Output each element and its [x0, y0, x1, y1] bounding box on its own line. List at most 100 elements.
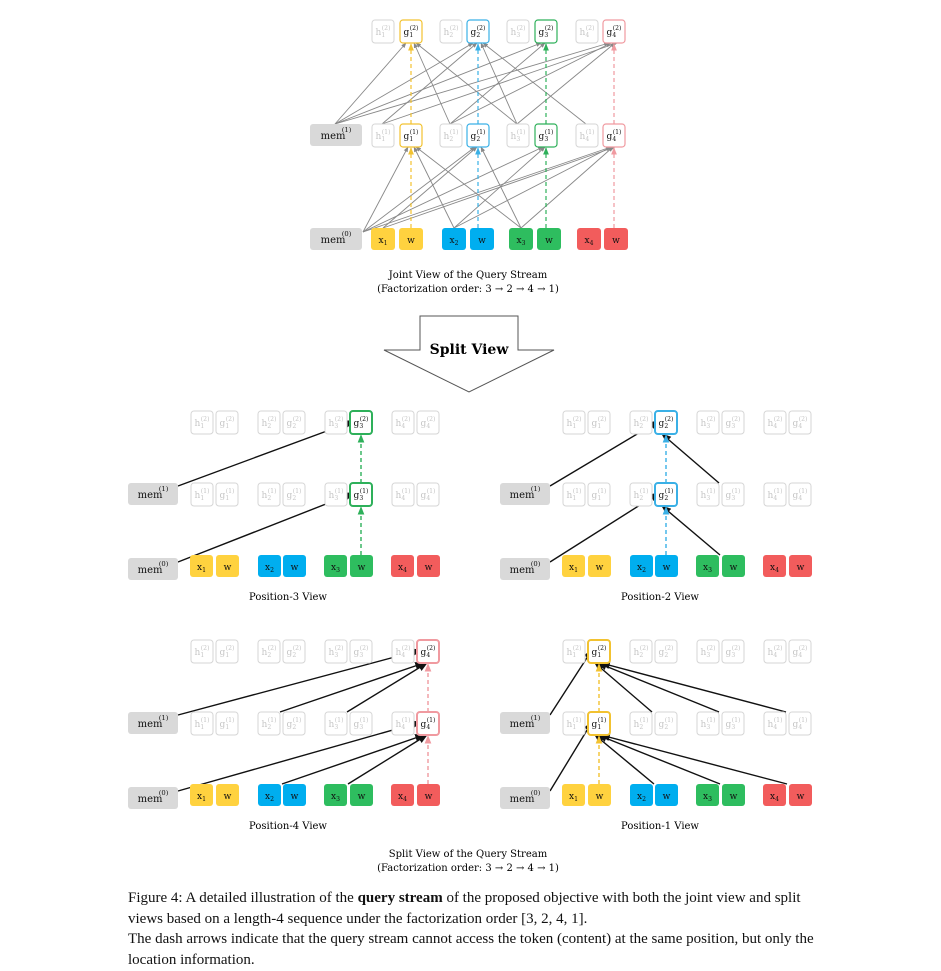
h-node [696, 711, 720, 736]
x-token [442, 228, 466, 250]
h-node [324, 711, 348, 736]
h-node [562, 639, 586, 664]
caption-prefix: Figure 4: A detailed illustration of the [128, 890, 358, 906]
h-node [439, 123, 463, 148]
g-node [416, 482, 440, 507]
svg-text:x1: x1 [197, 563, 206, 574]
g-node [788, 482, 812, 507]
h-node [190, 639, 214, 664]
svg-text:w: w [425, 792, 433, 802]
svg-text:w: w [478, 236, 486, 246]
joint-view: h1(2) g1(2) h2(2) g2(2) h3(2) g3(2) h4(2) g4(2)… [310, 19, 628, 250]
figure-caption: Figure 4: A detailed illustration of the… [128, 888, 828, 970]
joint-edge [480, 146, 522, 229]
joint-edge [334, 42, 542, 125]
svg-text:x2: x2 [637, 792, 646, 803]
joint-edge [413, 42, 451, 125]
svg-text:w: w [224, 792, 232, 802]
h-node [696, 639, 720, 664]
position-3-view: h1(2) g1(2) h2(2) g2(2) h3(2) g3(2) h4(2) g4(2)… [128, 410, 440, 580]
g-node [721, 482, 745, 507]
h-node [324, 639, 348, 664]
mem-node [500, 558, 550, 580]
g-node [587, 711, 611, 736]
svg-text:w: w [358, 563, 366, 573]
svg-text:w: w [663, 792, 671, 802]
g-node [215, 639, 239, 664]
g-node [587, 410, 611, 435]
joint-edge [516, 42, 616, 125]
svg-text:x4: x4 [770, 563, 779, 574]
g-node [654, 711, 678, 736]
joint-edge [449, 42, 612, 125]
position-4-view-title: Position-4 View [249, 821, 327, 832]
g-node [721, 639, 745, 664]
h-node [506, 19, 530, 44]
split-edge [177, 492, 355, 563]
svg-text:x2: x2 [265, 792, 274, 803]
g-node [466, 19, 490, 44]
x-token [763, 784, 786, 806]
svg-text:x2: x2 [450, 236, 459, 247]
mem-node [310, 124, 362, 146]
h-node [506, 123, 530, 148]
split-edge [177, 648, 422, 716]
g-node [416, 410, 440, 435]
caption-bold: query stream [357, 890, 443, 906]
x-token [630, 784, 653, 806]
joint-edge [334, 42, 407, 125]
h-node [190, 482, 214, 507]
w-token [350, 555, 373, 577]
g-node [602, 123, 626, 148]
x-token [324, 555, 347, 577]
svg-text:x2: x2 [637, 563, 646, 574]
g-node [534, 19, 558, 44]
x-token [391, 555, 414, 577]
mem-node [500, 483, 550, 505]
svg-text:x3: x3 [703, 563, 712, 574]
caption-line-2: The dash arrows indicate that the query … [128, 931, 814, 968]
x-token [630, 555, 653, 577]
svg-text:w: w [663, 563, 671, 573]
mem-node [128, 787, 178, 809]
g-node [282, 639, 306, 664]
g-node [399, 123, 423, 148]
g-node [349, 711, 373, 736]
g-node [215, 711, 239, 736]
h-node [696, 410, 720, 435]
x-token [190, 784, 213, 806]
x-token [258, 555, 281, 577]
position-1-view: h1(2) g1(2) h2(2) g2(2) h3(2) g3(2) h4(2) g4(2)… [500, 639, 812, 809]
x-token [258, 784, 281, 806]
split-edge [177, 720, 422, 792]
h-node [562, 711, 586, 736]
joint-edge [381, 42, 618, 125]
svg-text:w: w [797, 792, 805, 802]
h-node [696, 482, 720, 507]
mem-node [500, 787, 550, 809]
mem-node [128, 483, 178, 505]
g-node [654, 410, 678, 435]
h-node [324, 410, 348, 435]
h-node [629, 482, 653, 507]
svg-text:w: w [545, 236, 553, 246]
split-view-label: Split View [430, 342, 510, 358]
svg-text:x4: x4 [770, 792, 779, 803]
joint-edge [382, 146, 616, 229]
svg-text:w: w [797, 563, 805, 573]
caption-suffix: of the proposed objective with both the … [128, 890, 801, 927]
g-node [587, 482, 611, 507]
g-node [349, 482, 373, 507]
h-node [391, 410, 415, 435]
svg-text:w: w [730, 563, 738, 573]
split-edge [600, 661, 787, 713]
split-edge [346, 662, 428, 713]
svg-text:x3: x3 [331, 792, 340, 803]
joint-edge [520, 146, 614, 229]
h-node [562, 482, 586, 507]
g-node [721, 711, 745, 736]
svg-text:x1: x1 [379, 236, 388, 247]
joint-edge [362, 146, 612, 233]
split-edge [281, 734, 425, 785]
joint-edge [415, 42, 518, 125]
